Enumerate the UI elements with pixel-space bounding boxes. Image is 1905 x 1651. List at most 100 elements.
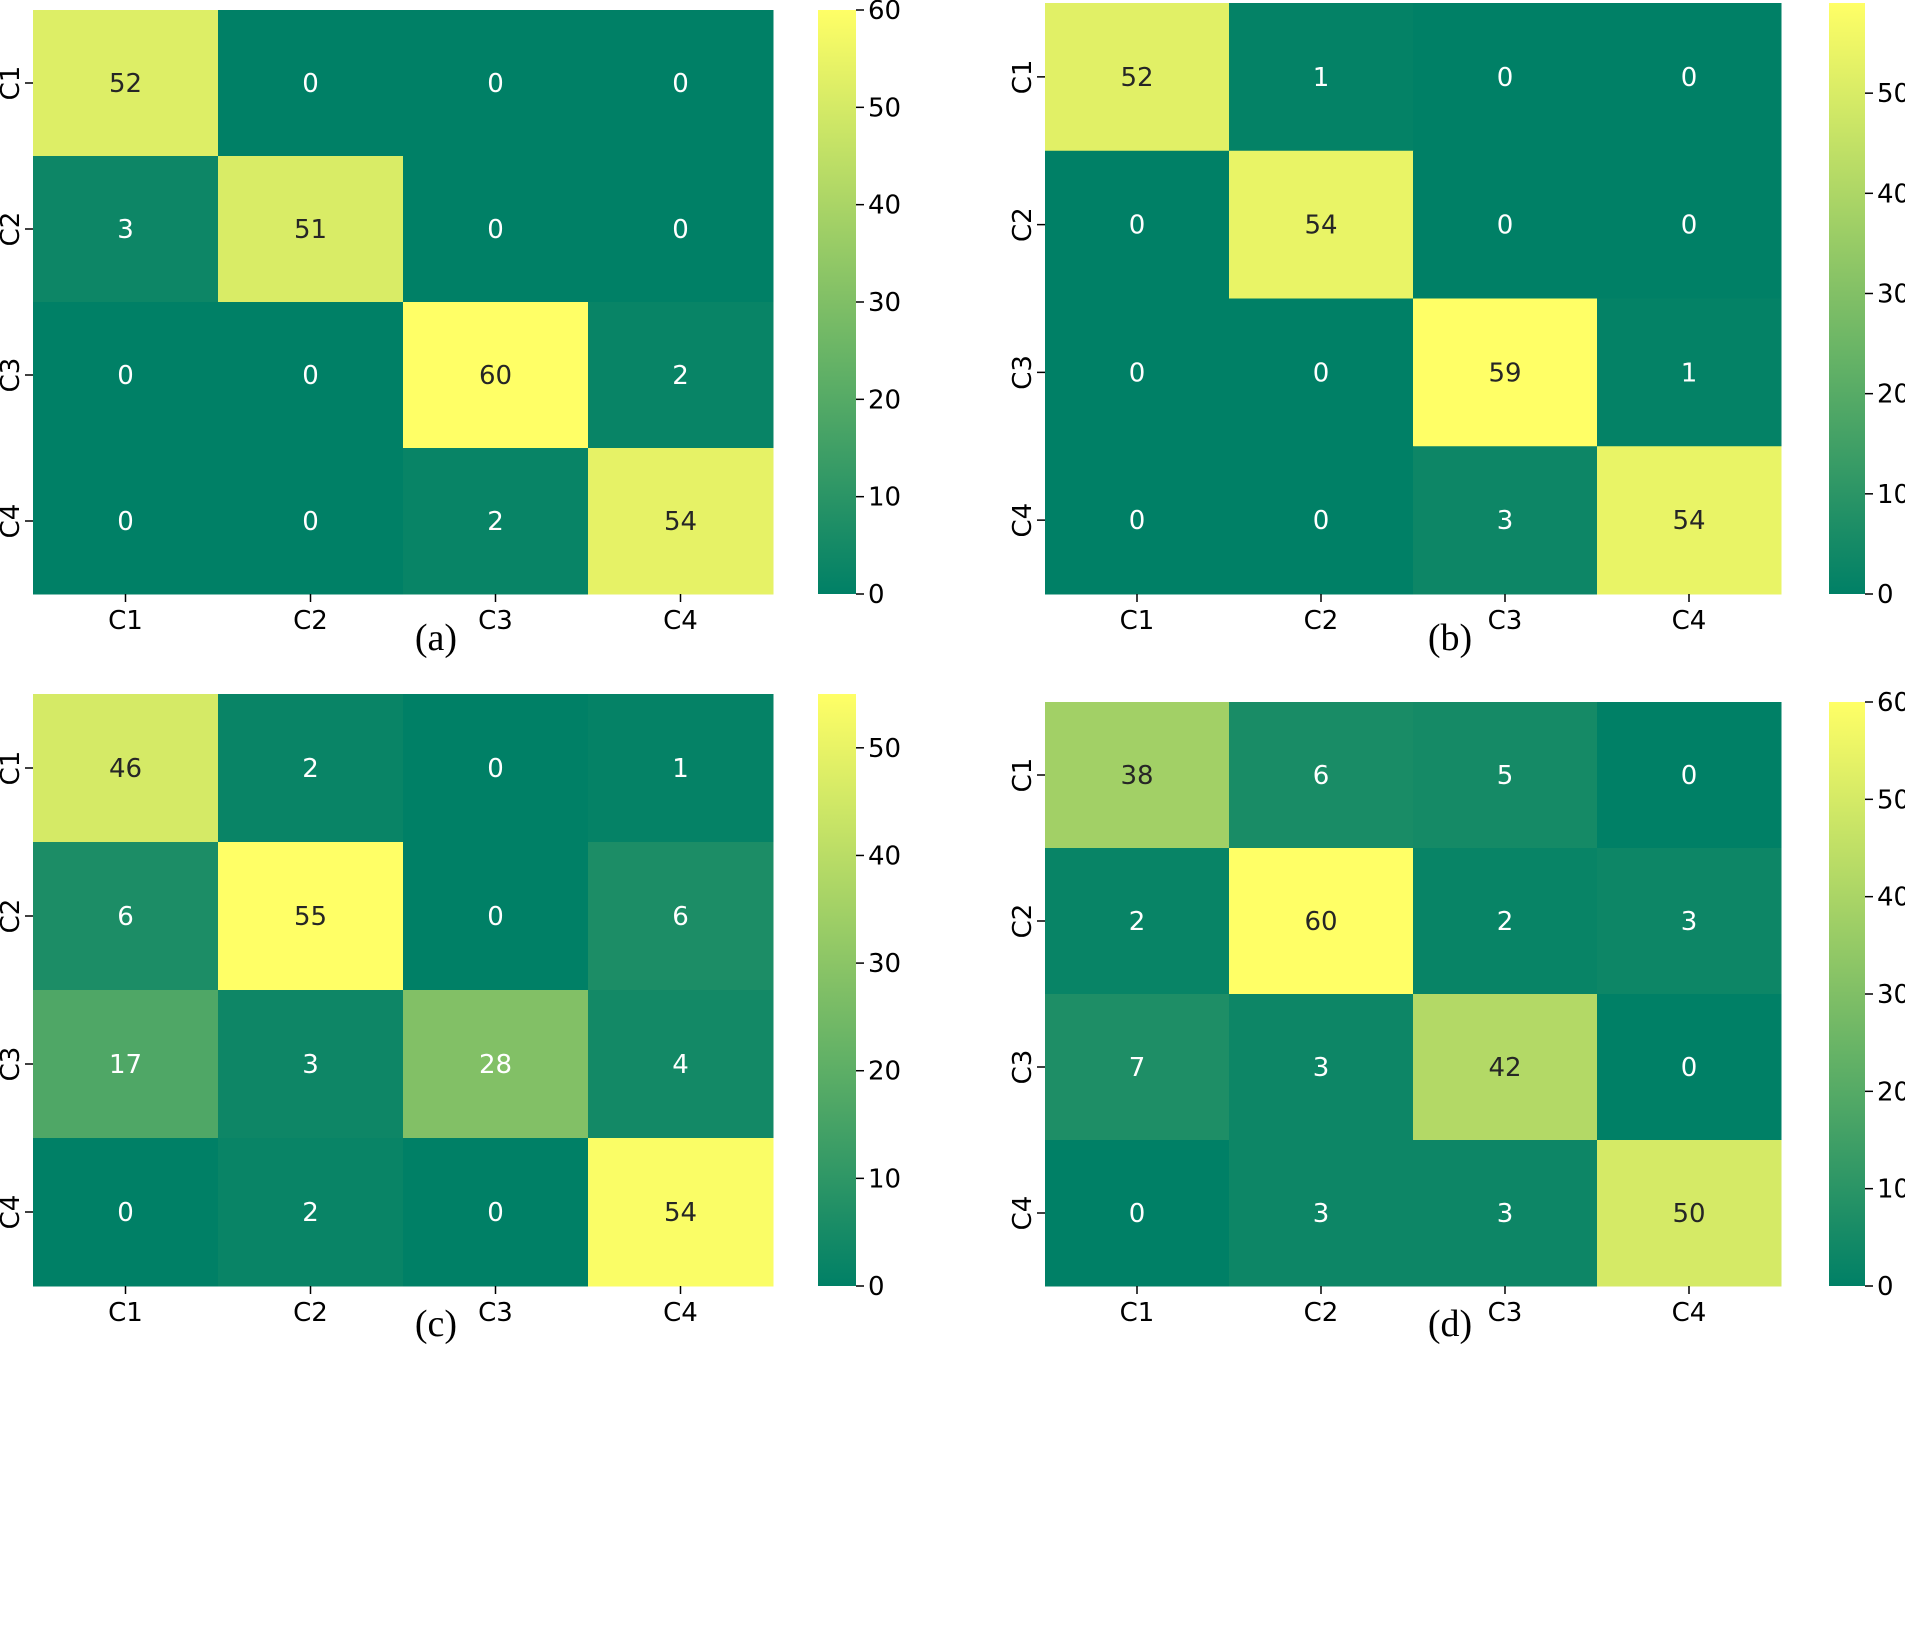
cell-value-label: 55 <box>294 902 327 932</box>
heatmap-cell <box>588 842 774 991</box>
cell-value-label: 52 <box>1120 63 1153 93</box>
cell-value-label: 3 <box>1497 506 1514 536</box>
x-tick-label: C1 <box>108 1298 143 1328</box>
heatmap-cell <box>1045 702 1230 849</box>
colorbar-tick-label: 30 <box>868 949 901 979</box>
cell-value-label: 0 <box>487 69 504 99</box>
heatmap-cell <box>1597 3 1782 152</box>
y-tick-label: C1 <box>1008 758 1038 793</box>
panel-caption: (c) <box>415 1303 457 1345</box>
cell-value-label: 1 <box>1313 63 1330 93</box>
cell-value-label: 60 <box>1304 907 1337 937</box>
x-tick-label: C2 <box>293 606 328 636</box>
colorbar-tick-label: 30 <box>868 288 901 318</box>
heatmap-cell <box>33 842 219 991</box>
heatmap-cell <box>403 10 589 157</box>
y-tick-label: C4 <box>1008 503 1038 538</box>
heatmap-cell <box>33 990 219 1139</box>
cell-value-label: 0 <box>1313 358 1330 388</box>
cell-value-label: 0 <box>487 902 504 932</box>
y-tick-label: C2 <box>1008 904 1038 939</box>
cell-value-label: 0 <box>117 1198 134 1228</box>
colorbar-tick-label: 10 <box>868 483 901 513</box>
cell-value-label: 6 <box>1313 761 1330 791</box>
x-tick-label: C3 <box>1488 606 1523 636</box>
heatmap-cell <box>33 10 219 157</box>
cell-value-label: 0 <box>1129 211 1146 241</box>
heatmap-cell <box>588 10 774 157</box>
panel-caption: (a) <box>415 617 457 659</box>
x-tick-label: C3 <box>1488 1298 1523 1328</box>
colorbar-tick-label: 60 <box>1877 688 1905 718</box>
heatmap-cell <box>588 448 774 595</box>
cell-value-label: 0 <box>1681 63 1698 93</box>
cell-value-label: 2 <box>672 361 689 391</box>
cell-value-label: 0 <box>302 507 319 537</box>
heatmap-cell <box>1597 994 1782 1141</box>
colorbar-tick-label: 20 <box>1877 1077 1905 1107</box>
x-tick-label: C4 <box>663 1298 698 1328</box>
cell-value-label: 0 <box>117 507 134 537</box>
colorbar-tick-label: 50 <box>1877 785 1905 815</box>
heatmap-cell <box>218 156 404 303</box>
colorbar-tick-label: 50 <box>1877 79 1905 109</box>
cell-value-label: 0 <box>1681 211 1698 241</box>
cell-value-label: 51 <box>294 215 327 245</box>
heatmap-cell <box>403 842 589 991</box>
heatmap-cell <box>1045 848 1230 995</box>
colorbar-tick-label: 30 <box>1877 980 1905 1010</box>
cell-value-label: 54 <box>664 507 697 537</box>
heatmap-cell <box>218 842 404 991</box>
y-tick-label: C4 <box>0 1195 26 1230</box>
heatmap-cell <box>1045 994 1230 1141</box>
colorbar-tick-label: 10 <box>1877 480 1905 510</box>
cell-value-label: 3 <box>117 215 134 245</box>
y-tick-label: C3 <box>1008 1050 1038 1085</box>
cell-value-label: 0 <box>487 215 504 245</box>
cell-value-label: 0 <box>487 1198 504 1228</box>
heatmap-cell <box>588 156 774 303</box>
heatmap-cell <box>403 990 589 1139</box>
cell-value-label: 3 <box>1313 1199 1330 1229</box>
cell-value-label: 0 <box>1129 358 1146 388</box>
colorbar <box>818 694 856 1286</box>
y-tick-label: C1 <box>0 751 26 786</box>
colorbar-tick-label: 0 <box>868 580 885 610</box>
heatmap-cell <box>1229 3 1414 152</box>
heatmap-cell <box>33 156 219 303</box>
cell-value-label: 54 <box>1672 506 1705 536</box>
cell-value-label: 6 <box>672 902 689 932</box>
x-tick-label: C4 <box>1672 606 1707 636</box>
cell-value-label: 6 <box>117 902 134 932</box>
x-tick-label: C3 <box>478 606 513 636</box>
heatmap-cell <box>1413 446 1598 595</box>
y-tick-label: C3 <box>0 358 26 393</box>
cell-value-label: 38 <box>1120 761 1153 791</box>
cell-value-label: 0 <box>672 215 689 245</box>
cell-value-label: 54 <box>664 1198 697 1228</box>
colorbar-tick-label: 50 <box>868 734 901 764</box>
x-tick-label: C2 <box>1304 606 1339 636</box>
cell-value-label: 0 <box>1681 761 1698 791</box>
x-tick-label: C2 <box>1304 1298 1339 1328</box>
x-tick-label: C4 <box>663 606 698 636</box>
heatmap-cell <box>1045 150 1230 299</box>
cell-value-label: 0 <box>487 754 504 784</box>
cell-value-label: 0 <box>1497 211 1514 241</box>
heatmap-cell <box>588 694 774 843</box>
cell-value-label: 0 <box>302 361 319 391</box>
y-tick-label: C3 <box>1008 355 1038 390</box>
cell-value-label: 7 <box>1129 1053 1146 1083</box>
cell-value-label: 3 <box>302 1050 319 1080</box>
heatmap-cell <box>1229 1140 1414 1287</box>
cell-value-label: 3 <box>1681 907 1698 937</box>
heatmap-cell <box>1597 298 1782 447</box>
cell-value-label: 52 <box>109 69 142 99</box>
cell-value-label: 4 <box>672 1050 689 1080</box>
heatmap-cell <box>403 1138 589 1287</box>
heatmap-cell <box>1597 1140 1782 1287</box>
